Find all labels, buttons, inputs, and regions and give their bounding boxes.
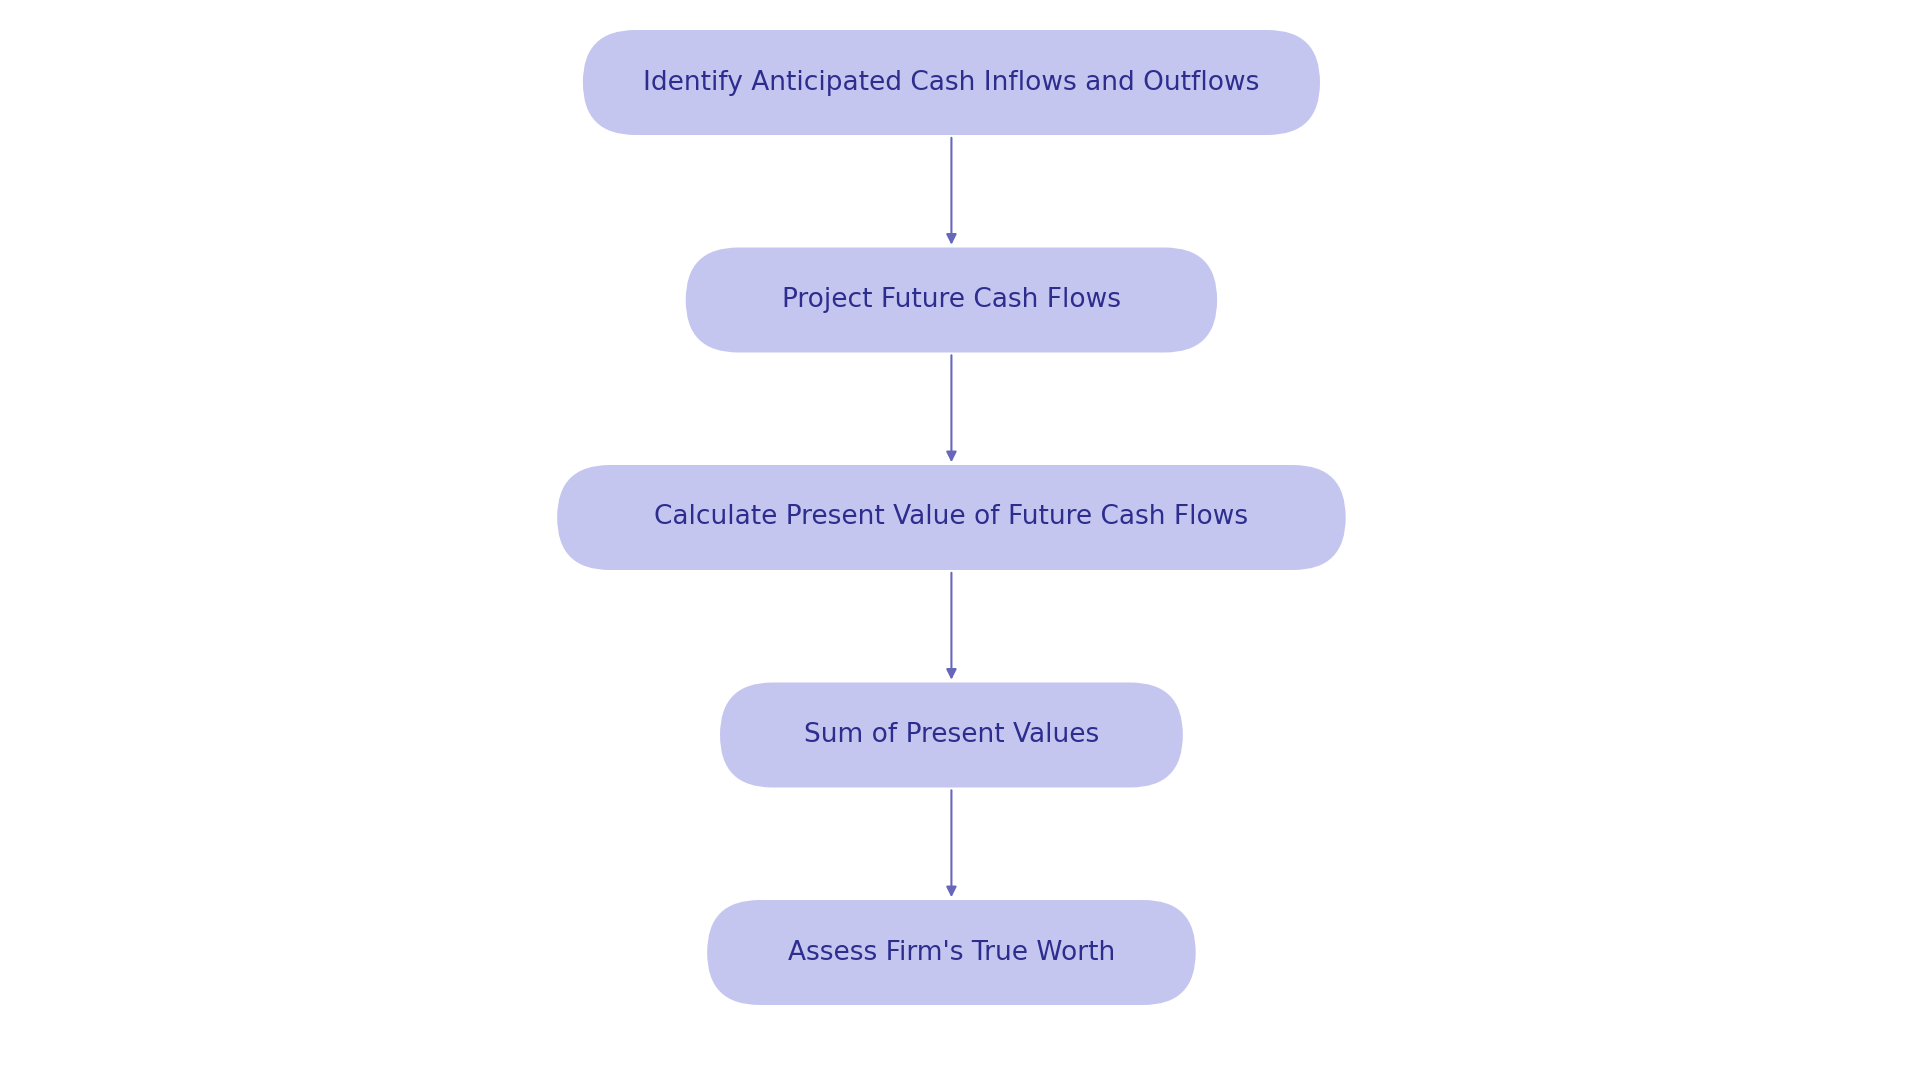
Text: Project Future Cash Flows: Project Future Cash Flows — [781, 287, 1121, 313]
FancyBboxPatch shape — [685, 247, 1217, 352]
Text: Assess Firm's True Worth: Assess Firm's True Worth — [787, 940, 1116, 966]
Text: Calculate Present Value of Future Cash Flows: Calculate Present Value of Future Cash F… — [655, 504, 1248, 530]
FancyBboxPatch shape — [584, 30, 1321, 135]
FancyBboxPatch shape — [557, 465, 1346, 570]
FancyBboxPatch shape — [707, 900, 1196, 1005]
Text: Identify Anticipated Cash Inflows and Outflows: Identify Anticipated Cash Inflows and Ou… — [643, 69, 1260, 95]
Text: Sum of Present Values: Sum of Present Values — [804, 723, 1098, 748]
FancyBboxPatch shape — [720, 683, 1183, 787]
